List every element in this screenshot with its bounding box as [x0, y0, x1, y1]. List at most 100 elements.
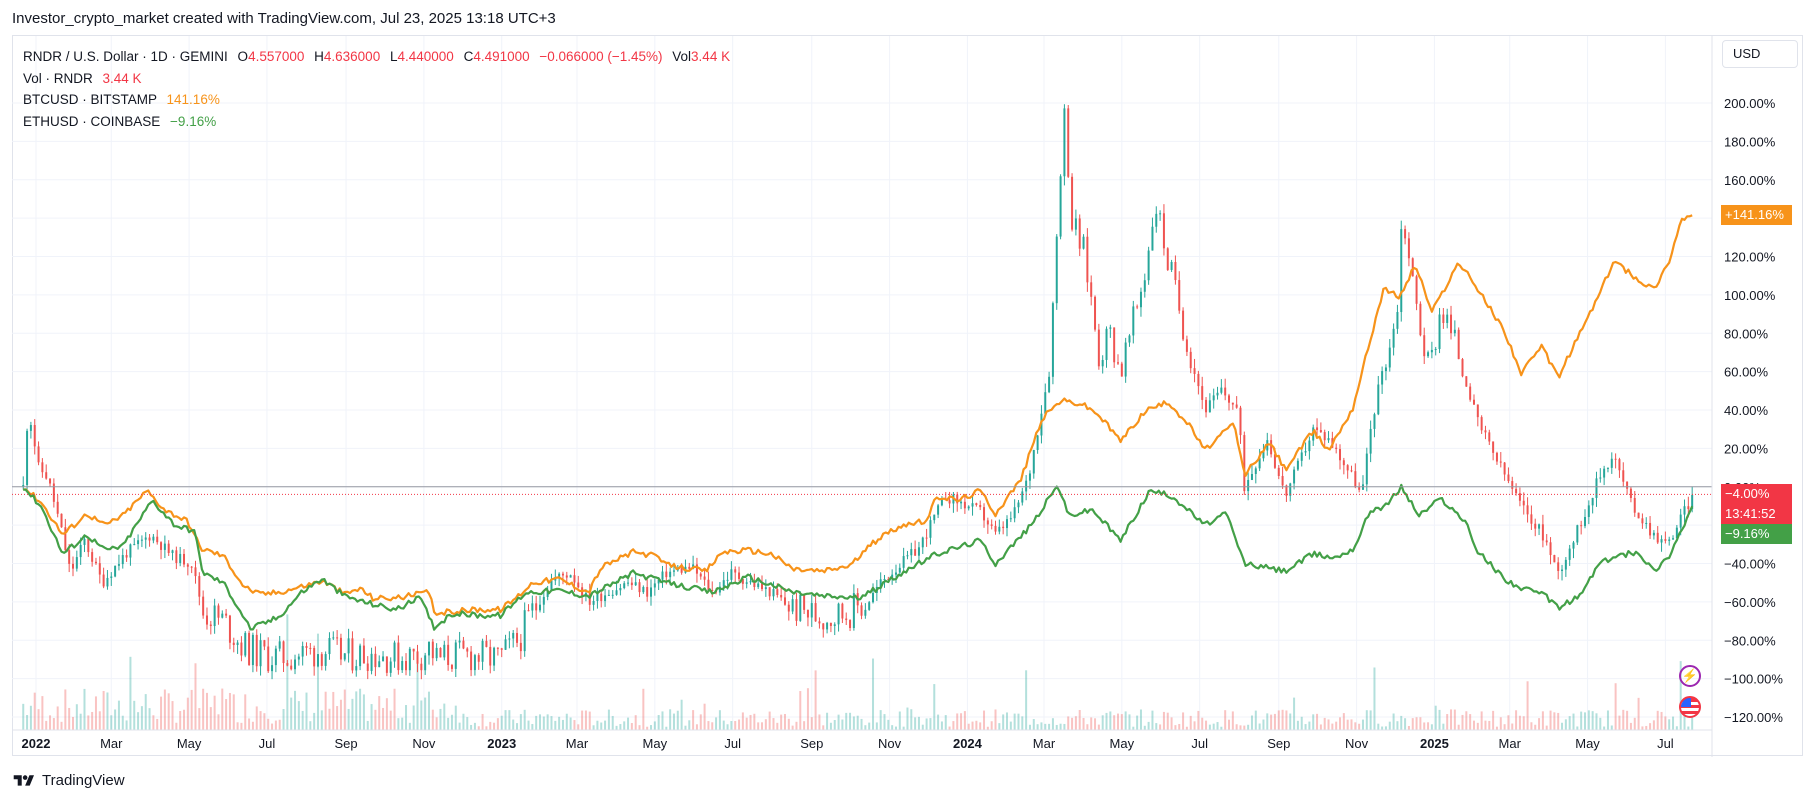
- open-label: O: [237, 49, 249, 64]
- volume-bar: [864, 725, 867, 730]
- volume-bar: [1059, 723, 1062, 730]
- volume-bar: [994, 709, 997, 730]
- volume-bar: [378, 696, 381, 730]
- volume-bar: [1293, 697, 1296, 730]
- candle-body: [297, 656, 300, 660]
- candle-body: [1404, 229, 1407, 239]
- volume-bar: [454, 705, 457, 730]
- candle-body: [1606, 467, 1609, 469]
- tradingview-logo[interactable]: TradingView: [12, 772, 125, 789]
- candle-body: [1384, 367, 1387, 372]
- candle-body: [1373, 414, 1376, 429]
- candle-body: [1446, 314, 1449, 323]
- volume-bar: [1258, 723, 1261, 730]
- candle-body: [1388, 347, 1391, 368]
- candle-body: [1400, 229, 1403, 313]
- candle-body: [397, 642, 400, 671]
- candle-body: [1231, 402, 1234, 405]
- volume-bar: [198, 708, 201, 730]
- volume-bar: [1377, 723, 1380, 730]
- candle-body: [508, 638, 511, 640]
- volume-bar: [98, 711, 101, 730]
- chart-frame[interactable]: [12, 35, 1803, 756]
- legend-row-volume[interactable]: Vol · RNDR 3.44 K: [23, 68, 730, 90]
- volume-bar: [1564, 719, 1567, 730]
- volume-bar: [1063, 723, 1066, 730]
- candle-body: [829, 622, 832, 626]
- candle-body: [546, 590, 549, 597]
- volume-bar: [1331, 723, 1334, 730]
- candle-body: [665, 571, 668, 578]
- lightning-icon[interactable]: ⚡: [1679, 665, 1701, 687]
- volume-bar: [837, 714, 840, 730]
- candle-body: [1212, 395, 1215, 401]
- candle-body: [52, 483, 55, 502]
- volume-bar: [983, 710, 986, 730]
- candle-body: [565, 575, 568, 578]
- legend-row-symbol[interactable]: RNDR / U.S. Dollar · 1D · GEMINI O4.5570…: [23, 46, 730, 68]
- candle-body: [431, 641, 434, 659]
- candle-body: [1185, 339, 1188, 352]
- volume-bar: [29, 705, 32, 730]
- y-tick-label: 200.00%: [1724, 96, 1776, 111]
- candle-body: [1013, 507, 1016, 519]
- currency-selector[interactable]: USD: [1722, 40, 1798, 68]
- volume-bar: [405, 705, 408, 730]
- candle-body: [175, 550, 178, 563]
- grid-lines: [12, 36, 1712, 730]
- candle-body: [1285, 485, 1288, 496]
- candle-body: [447, 644, 450, 665]
- volume-bar: [910, 709, 913, 730]
- volume-bar: [1312, 714, 1315, 730]
- volume-bar: [163, 689, 166, 730]
- y-tick-label: 100.00%: [1724, 288, 1776, 303]
- candle-body: [190, 566, 193, 568]
- candle-body: [1220, 387, 1223, 393]
- volume-bar: [1017, 713, 1020, 730]
- candle-body: [355, 666, 358, 671]
- candle-body: [1664, 539, 1667, 541]
- volume-bar: [542, 716, 545, 730]
- candle-body: [336, 637, 339, 639]
- x-tick-label: Mar: [1499, 736, 1522, 751]
- candle-body: [1365, 453, 1368, 485]
- volume-bar: [1051, 718, 1054, 730]
- candle-body: [1032, 450, 1035, 474]
- candle-body: [393, 642, 396, 662]
- candle-body: [1626, 481, 1629, 489]
- volume-bar: [1040, 722, 1043, 730]
- us-flag-icon[interactable]: [1679, 696, 1701, 718]
- rndr-badge-value: −4.00%: [1725, 486, 1770, 501]
- volume-bar: [462, 713, 465, 730]
- candle-body: [305, 646, 308, 648]
- volume-bar: [1396, 721, 1399, 730]
- candle-body: [1074, 218, 1077, 230]
- candle-body: [1025, 480, 1028, 492]
- candle-body: [1151, 226, 1154, 251]
- volume-bar: [948, 726, 951, 730]
- volume-bar: [695, 724, 698, 730]
- volume-bar: [190, 689, 193, 730]
- volume-bar: [1205, 720, 1208, 730]
- candle-body: [783, 597, 786, 605]
- candle-body: [33, 425, 36, 447]
- candle-body: [527, 610, 530, 612]
- candle-body: [780, 595, 783, 598]
- volume-bar: [22, 703, 25, 730]
- volume-bar: [255, 706, 258, 730]
- volume-bar: [1354, 722, 1357, 730]
- legend-row-eth[interactable]: ETHUSD · COINBASE −9.16%: [23, 111, 730, 133]
- candle-body: [1094, 296, 1097, 330]
- volume-bar: [297, 701, 300, 730]
- candle-body: [470, 651, 473, 671]
- volume-bar: [757, 722, 760, 730]
- candle-body: [1392, 328, 1395, 348]
- candle-body: [1166, 248, 1169, 270]
- volume-bar: [412, 705, 415, 730]
- volume-bar: [359, 688, 362, 730]
- legend-row-btc[interactable]: BTCUSD · BITSTAMP 141.16%: [23, 89, 730, 111]
- candle-body: [619, 588, 622, 591]
- candle-body: [657, 579, 660, 584]
- volume-bar: [558, 716, 561, 730]
